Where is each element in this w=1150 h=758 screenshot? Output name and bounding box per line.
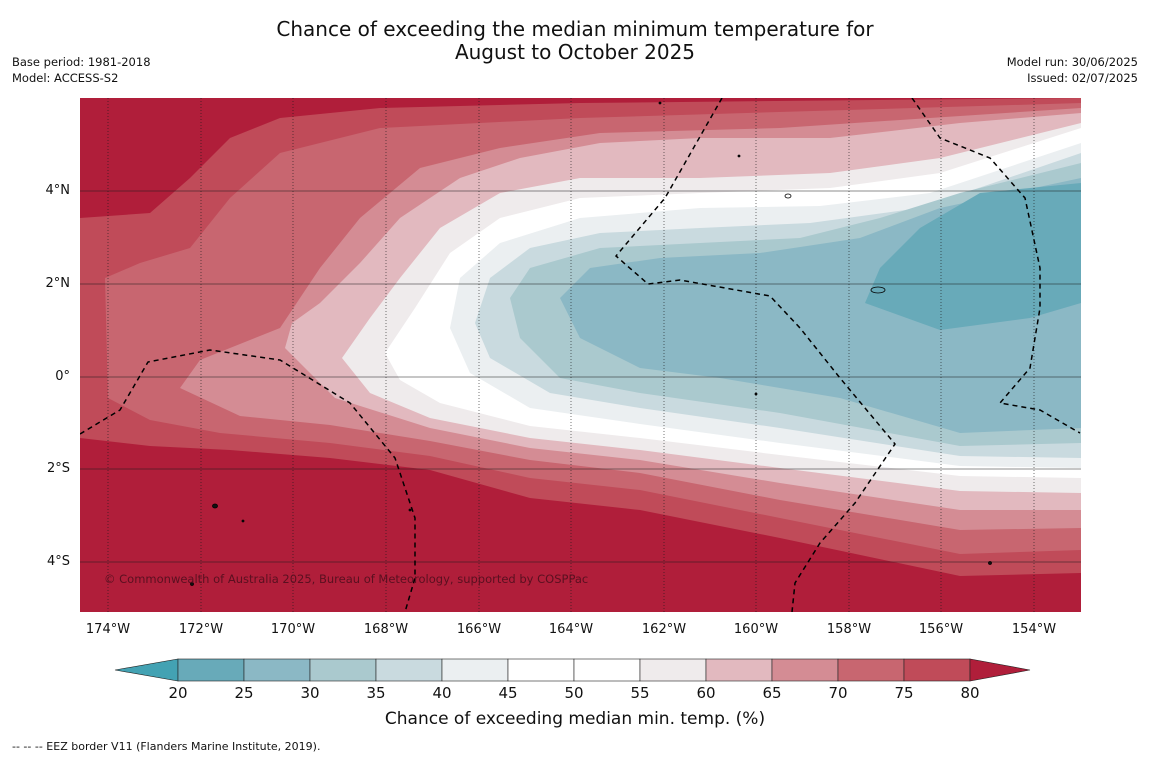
colorbar-tick-70: 70: [828, 684, 848, 702]
colorbar-title: Chance of exceeding median min. temp. (%…: [384, 709, 766, 729]
colorbar-segment: [903, 658, 971, 682]
model-run: Model run: 30/06/2025: [1006, 55, 1138, 69]
colorbar: [114, 658, 1031, 682]
title-line-2: August to October 2025: [454, 40, 696, 64]
lat-label-2n: 2°N: [45, 276, 71, 291]
lon-label-170w: 170°W: [270, 622, 316, 637]
lon-label-172w: 172°W: [178, 622, 224, 637]
lon-label-160w: 160°W: [733, 622, 779, 637]
colorbar-segment: [639, 658, 707, 682]
copyright-notice: © Commonwealth of Australia 2025, Bureau…: [104, 572, 589, 586]
eez-borders: [80, 98, 1081, 612]
lon-label-164w: 164°W: [548, 622, 594, 637]
colorbar-segment: [837, 658, 905, 682]
colorbar-segment: [573, 658, 641, 682]
colorbar-segment: [177, 658, 245, 682]
colorbar-segment: [114, 658, 179, 682]
colorbar-segment: [309, 658, 377, 682]
colorbar-segment: [507, 658, 575, 682]
colorbar-tick-60: 60: [696, 684, 716, 702]
colorbar-segment: [705, 658, 773, 682]
colorbar-tick-25: 25: [234, 684, 254, 702]
colorbar-tick-45: 45: [498, 684, 518, 702]
colorbar-segment: [375, 658, 443, 682]
colorbar-segment: [771, 658, 839, 682]
colorbar-tick-40: 40: [432, 684, 452, 702]
meta-left: Base period: 1981-2018 Model: ACCESS-S2: [12, 54, 151, 86]
colorbar-tick-55: 55: [630, 684, 650, 702]
lon-label-156w: 156°W: [918, 622, 964, 637]
colorbar-tick-50: 50: [564, 684, 584, 702]
forecast-map: [80, 98, 1081, 612]
lat-label-0: 0°: [55, 369, 70, 384]
colorbar-tick-80: 80: [960, 684, 980, 702]
lon-label-166w: 166°W: [456, 622, 502, 637]
lon-label-174w: 174°W: [85, 622, 131, 637]
colorbar-tick-65: 65: [762, 684, 782, 702]
lon-label-168w: 168°W: [363, 622, 409, 637]
issued-date: Issued: 02/07/2025: [1027, 71, 1138, 85]
colorbar-tick-30: 30: [300, 684, 320, 702]
lat-label-2s: 2°S: [46, 461, 70, 476]
chart-title: Chance of exceeding the median minimum t…: [0, 18, 1150, 64]
colorbar-segment: [243, 658, 311, 682]
colorbar-tick-75: 75: [894, 684, 914, 702]
colorbar-segment: [969, 658, 1031, 682]
meta-right: Model run: 30/06/2025 Issued: 02/07/2025: [1007, 54, 1138, 86]
lat-label-4s: 4°S: [46, 554, 70, 569]
lat-label-4n: 4°N: [45, 183, 71, 198]
base-period: Base period: 1981-2018: [12, 55, 151, 69]
islands: [190, 101, 992, 586]
eez-footnote: -- -- -- EEZ border V11 (Flanders Marine…: [12, 740, 321, 753]
lon-label-154w: 154°W: [1011, 622, 1057, 637]
model-name: Model: ACCESS-S2: [12, 71, 119, 85]
contour-25: [865, 183, 1081, 330]
lon-label-162w: 162°W: [641, 622, 687, 637]
colorbar-segment: [441, 658, 509, 682]
lon-label-158w: 158°W: [826, 622, 872, 637]
colorbar-tick-20: 20: [168, 684, 188, 702]
latitude-lines: [80, 190, 1081, 563]
title-line-1: Chance of exceeding the median minimum t…: [276, 17, 874, 41]
colorbar-tick-35: 35: [366, 684, 386, 702]
